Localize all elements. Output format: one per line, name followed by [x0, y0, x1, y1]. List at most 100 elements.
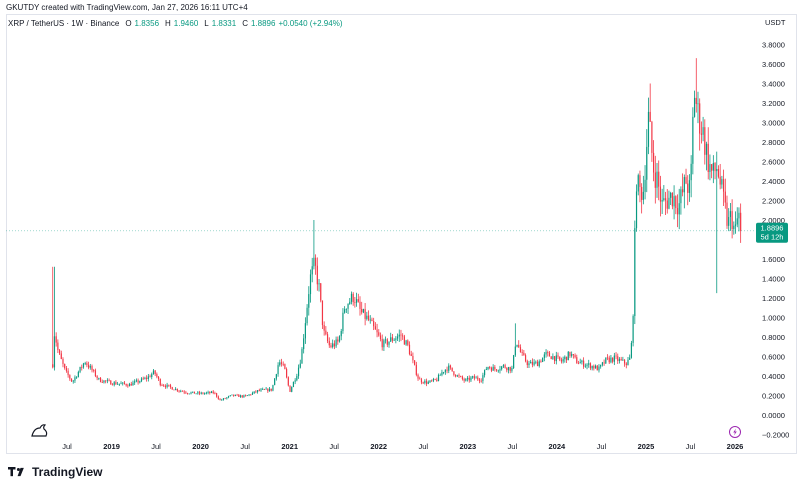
candle-body: [111, 384, 114, 386]
candle-body: [157, 376, 160, 380]
candle-body: [383, 340, 385, 348]
candle-body: [709, 164, 711, 173]
candle-body: [147, 376, 149, 379]
candle-body: [306, 307, 308, 324]
candle-body: [166, 384, 168, 388]
candle-body: [207, 391, 209, 393]
candle-body: [381, 338, 383, 348]
candle-body: [492, 366, 494, 371]
candle-body: [77, 371, 79, 377]
candle-body: [313, 257, 315, 267]
candle-body: [291, 387, 293, 392]
candle-body: [654, 172, 656, 188]
candle-body: [227, 396, 230, 398]
candle-body: [265, 388, 267, 390]
candle-body: [76, 376, 78, 378]
candle-body: [82, 363, 85, 368]
candle-body: [606, 357, 609, 359]
events-icon[interactable]: [729, 426, 741, 438]
candle-body: [613, 355, 615, 362]
candle-body: [277, 365, 279, 375]
x-tick-label: 2024: [549, 442, 567, 451]
candle-body: [221, 399, 223, 401]
candle-body: [487, 367, 489, 370]
candle-body: [357, 299, 359, 302]
candle-body: [719, 176, 721, 185]
candle-body: [379, 335, 382, 339]
candle-body: [666, 200, 668, 209]
candle-body: [485, 369, 487, 371]
candle-body: [639, 175, 641, 187]
candle-body: [359, 301, 361, 309]
y-tick-label: 0.6000: [762, 353, 785, 362]
y-tick-label: 2.0000: [762, 216, 785, 225]
candle-body: [352, 293, 354, 303]
candle-body: [712, 162, 714, 171]
candle-body: [248, 394, 250, 396]
candle-body: [620, 359, 622, 361]
candle-body: [315, 257, 317, 266]
y-tick-label: 0.8000: [762, 333, 785, 342]
candle-body: [388, 341, 390, 345]
x-tick-label: 2022: [370, 442, 387, 451]
candle-body: [197, 392, 199, 394]
y-tick-label: 2.6000: [762, 158, 785, 167]
candle-body: [579, 362, 581, 364]
candle-body: [547, 352, 549, 353]
candle-body: [303, 338, 305, 350]
candle-body: [482, 375, 484, 381]
candle-body: [128, 383, 131, 387]
candle-body: [526, 361, 528, 366]
candle-body: [738, 212, 740, 219]
low-label: L: [204, 19, 209, 28]
candle-body: [514, 346, 516, 356]
candle-body: [130, 383, 132, 386]
candle-body: [246, 395, 248, 397]
candle-body: [673, 196, 675, 207]
candle-body: [106, 380, 108, 382]
candle-body: [142, 378, 144, 380]
candle-body: [229, 395, 231, 397]
candle-body: [233, 394, 235, 396]
y-tick-label: 3.4000: [762, 80, 785, 89]
candle-body: [260, 389, 262, 391]
candle-body: [729, 211, 732, 217]
candle-body: [321, 300, 324, 326]
candle-body: [58, 350, 61, 354]
candle-body: [396, 336, 399, 339]
candle-body: [275, 374, 277, 379]
candle-body: [548, 352, 551, 357]
candle-body: [161, 385, 163, 386]
close-value: 1.8896: [250, 19, 276, 28]
candle-body: [250, 394, 252, 396]
candle-body: [521, 352, 523, 353]
symbol-label[interactable]: XRP / TetherUS · 1W · Binance: [8, 19, 120, 28]
candle-body: [231, 394, 233, 396]
candle-body: [610, 357, 612, 363]
candle-body: [555, 355, 557, 362]
candle-body: [144, 377, 146, 379]
candle-body: [202, 392, 204, 394]
candle-body: [596, 365, 598, 371]
candle-body: [559, 356, 561, 360]
y-tick-label: 1.0000: [762, 314, 785, 323]
candle-body: [195, 393, 197, 395]
chart-pane[interactable]: [6, 14, 797, 454]
candle-body: [258, 390, 260, 391]
candle-body: [461, 376, 464, 380]
candle-body: [391, 337, 394, 341]
candle-body: [282, 363, 284, 365]
candle-body: [463, 379, 465, 381]
candle-body: [542, 357, 544, 362]
candle-body: [139, 381, 141, 383]
dino-icon[interactable]: [31, 424, 48, 437]
candle-body: [86, 363, 88, 365]
candle-body: [726, 202, 728, 226]
candle-body: [414, 360, 416, 365]
candle-body: [427, 382, 429, 384]
candle-body: [390, 337, 392, 342]
candle-body: [171, 387, 173, 390]
currency-label: USDT: [765, 18, 786, 27]
candle-body: [125, 383, 127, 386]
candle-body: [506, 367, 508, 371]
